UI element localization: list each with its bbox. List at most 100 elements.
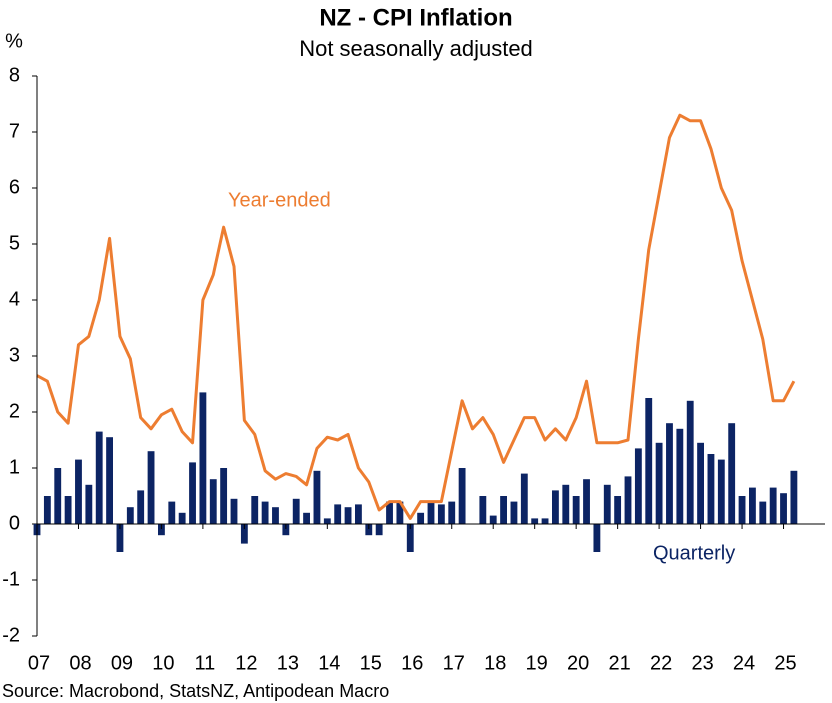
x-tick-label: 21 <box>609 652 631 674</box>
bar <box>728 423 736 524</box>
bar <box>489 515 497 524</box>
bar <box>303 512 311 524</box>
y-tick-label: 2 <box>9 400 20 422</box>
bar <box>313 470 321 524</box>
bar <box>448 501 456 524</box>
x-tick-label: 08 <box>69 652 91 674</box>
x-tick-label: 22 <box>650 652 672 674</box>
x-tick-label: 17 <box>443 652 465 674</box>
y-tick-label: 4 <box>9 288 20 310</box>
bar <box>251 496 259 524</box>
bar <box>75 459 82 524</box>
x-tick-label: 18 <box>484 652 506 674</box>
bar <box>157 524 165 536</box>
x-tick-label: 11 <box>195 652 216 674</box>
bar <box>95 431 103 524</box>
bar-annotation: Quarterly <box>653 542 735 564</box>
bar <box>748 487 756 524</box>
bar <box>282 524 290 536</box>
y-tick-label: 1 <box>9 456 20 478</box>
bar <box>769 487 777 524</box>
x-tick-label: 15 <box>360 652 382 674</box>
bar <box>292 498 300 524</box>
bar <box>126 507 134 524</box>
source-note: Source: Macrobond, StatsNZ, Antipodean M… <box>2 681 389 701</box>
bar <box>323 518 331 524</box>
y-axis-label: % <box>5 30 23 52</box>
bar <box>417 512 425 524</box>
y-tick-label: -1 <box>2 568 20 590</box>
x-tick-label: 16 <box>401 652 423 674</box>
bar <box>230 498 238 524</box>
bar <box>365 524 373 536</box>
bar <box>168 501 176 524</box>
bar <box>386 501 393 524</box>
bar <box>479 496 487 524</box>
bar <box>593 524 601 552</box>
bar <box>780 493 787 524</box>
x-tick-label: 19 <box>526 652 548 674</box>
bar <box>614 496 622 524</box>
x-tick-label: 09 <box>111 652 133 674</box>
bar <box>209 479 217 524</box>
x-tick-label: 07 <box>28 652 50 674</box>
bar <box>334 504 342 524</box>
bar <box>738 496 746 524</box>
x-tick-label: 14 <box>318 652 340 674</box>
bar <box>272 507 279 524</box>
bar <box>541 518 549 524</box>
bar <box>697 442 705 524</box>
line <box>36 113 796 520</box>
bar <box>531 518 539 524</box>
bar <box>64 496 72 524</box>
bar <box>437 504 445 524</box>
y-tick-label: 0 <box>9 512 20 534</box>
y-tick-label: 6 <box>9 176 20 198</box>
bar <box>551 490 559 524</box>
bar <box>54 468 62 524</box>
bar <box>458 468 466 524</box>
bar <box>375 524 383 536</box>
bar <box>583 479 590 524</box>
y-tick-label: 7 <box>9 120 20 142</box>
bar <box>427 501 435 524</box>
bar <box>655 442 663 524</box>
bar <box>344 507 352 524</box>
bar <box>240 524 248 544</box>
bar <box>147 451 155 524</box>
x-tick-label: 12 <box>235 652 257 674</box>
bar <box>520 473 528 524</box>
bar <box>220 468 228 524</box>
bar <box>137 490 145 524</box>
bar <box>686 400 694 524</box>
bar <box>634 448 642 524</box>
bar <box>759 501 767 524</box>
bar <box>572 496 580 524</box>
bar <box>116 524 124 552</box>
bar <box>510 501 518 524</box>
bar <box>645 398 653 524</box>
bar <box>500 496 508 524</box>
x-tick-label: 25 <box>774 652 796 674</box>
bar <box>43 496 51 524</box>
x-tick-label: 20 <box>567 652 589 674</box>
x-tick-label: 13 <box>277 652 299 674</box>
x-tick-label: 24 <box>733 652 755 674</box>
bar <box>178 512 186 524</box>
x-tick-label: 23 <box>691 652 713 674</box>
chart-title: NZ - CPI Inflation <box>319 4 512 31</box>
y-tick-label: -2 <box>2 624 20 646</box>
bar <box>717 459 725 524</box>
x-tick-label: 10 <box>152 652 174 674</box>
y-tick-label: 8 <box>9 64 20 86</box>
chart-subtitle: Not seasonally adjusted <box>299 36 533 61</box>
bar <box>676 428 684 524</box>
bar <box>790 470 798 524</box>
bar <box>199 392 207 524</box>
bar <box>85 484 93 524</box>
bar <box>562 484 570 524</box>
bar <box>261 501 269 524</box>
bar <box>603 484 611 524</box>
